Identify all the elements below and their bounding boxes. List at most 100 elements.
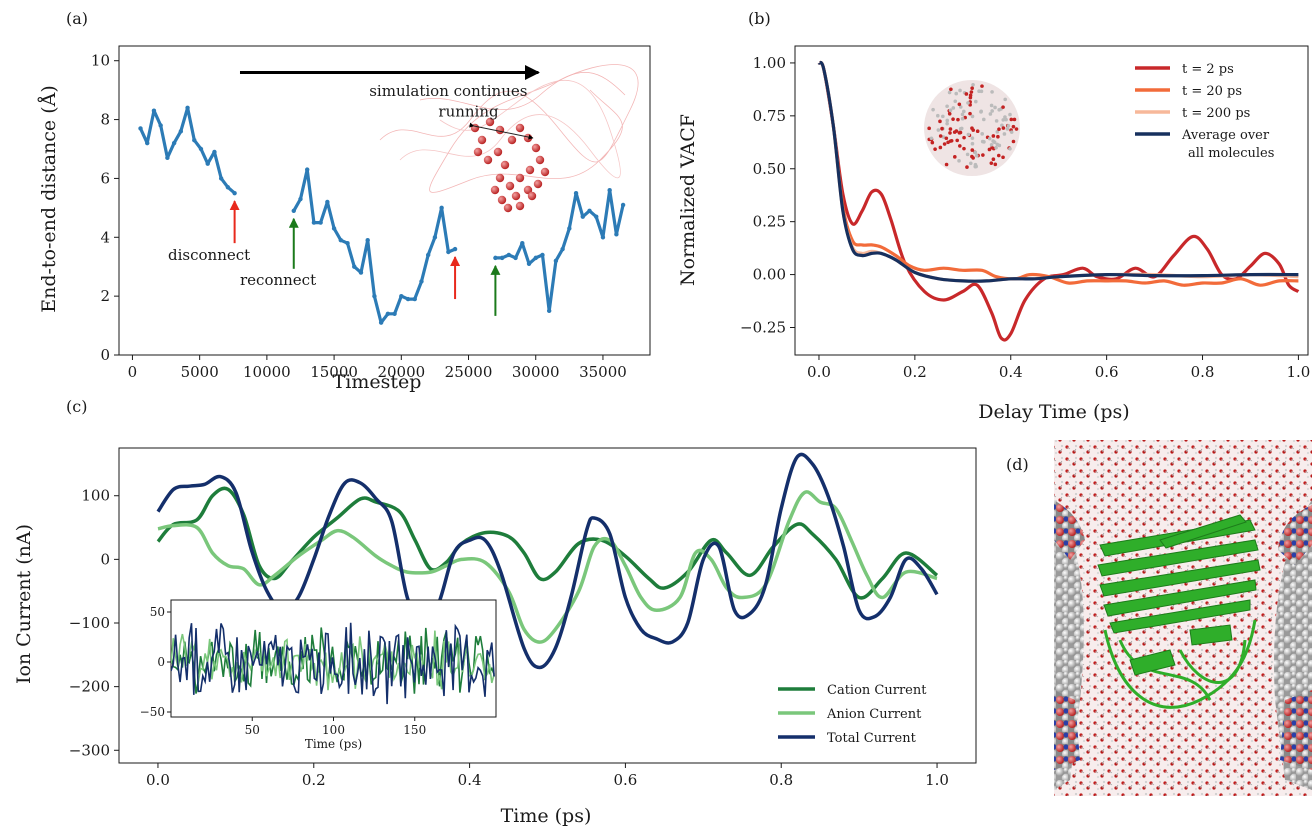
data-point (138, 126, 143, 131)
water-molecule-dot (996, 153, 1001, 158)
distance-line-segment (292, 168, 456, 325)
data-point (452, 246, 458, 252)
legend-label: t = 200 ps (1182, 106, 1250, 121)
data-point (540, 252, 545, 258)
water-molecule-dot (987, 136, 992, 141)
polymer-bead (483, 155, 493, 165)
data-point (232, 190, 237, 196)
water-molecule-dot (941, 135, 946, 139)
water-molecule-dot (1008, 146, 1012, 151)
inset-x-axis-label: Time (ps) (305, 737, 362, 751)
x-tick-label: 25000 (445, 363, 493, 381)
annotation-running: running (438, 103, 499, 121)
water-molecule-dot (966, 132, 971, 137)
polymer-bead (527, 191, 537, 201)
water-molecule-dot (931, 107, 935, 112)
water-molecule-dot (968, 93, 973, 98)
data-point (580, 214, 585, 219)
data-point (412, 296, 417, 302)
y-axis-label-b: Normalized VACF (677, 114, 699, 286)
data-point (165, 155, 170, 161)
x-tick-label: 1.0 (925, 771, 949, 789)
water-molecule-dot (945, 104, 949, 109)
water-molecule-dot (938, 134, 943, 138)
polymer-bead (497, 195, 507, 205)
data-point (419, 279, 424, 284)
water-molecule-dot (977, 89, 981, 94)
x-tick-label: 1.0 (1286, 363, 1310, 381)
y-tick-label: 0.25 (753, 213, 786, 231)
polymer-bead (525, 165, 535, 175)
y-tick-label: 2 (100, 287, 110, 305)
data-point (318, 220, 323, 225)
y-tick-label: 0 (100, 346, 110, 364)
data-point (352, 264, 357, 269)
water-molecule-dot (947, 90, 952, 95)
data-point (587, 208, 592, 213)
water-molecule-dot (994, 119, 999, 123)
polymer-bead (470, 123, 480, 133)
polymer-bead (515, 201, 525, 211)
water-molecule-dot (962, 146, 966, 151)
water-molecule-dot (945, 118, 950, 123)
x-axis-label-c: Time (ps) (501, 805, 592, 827)
data-point (298, 196, 303, 202)
water-molecule-dot (952, 130, 957, 134)
data-point (405, 296, 411, 302)
plot-frame-b (794, 45, 1309, 356)
water-molecule-dot (957, 102, 962, 107)
water-molecule-dot (944, 136, 949, 141)
water-molecule-dot (951, 106, 956, 110)
polymer-bead (515, 173, 525, 183)
data-point (151, 108, 157, 113)
water-molecule-dot (1008, 112, 1012, 117)
plot-frame-a (118, 45, 651, 356)
legend-c: Cation Current Anion Current Total Current (778, 683, 927, 746)
data-point (385, 311, 391, 316)
polymer-bead (507, 135, 517, 145)
annotation-simulation-continues: simulation continues (369, 82, 527, 100)
polymer-bead (535, 155, 545, 165)
water-molecule-dot (1001, 126, 1006, 130)
water-molecule-dot (938, 145, 943, 150)
polymer-bead (511, 191, 521, 201)
x-axis-label-a: Timestep (333, 371, 422, 393)
water-molecule-dot (993, 105, 997, 110)
legend-label: Average over (1181, 128, 1270, 143)
polymer-bead (495, 173, 505, 183)
chart-c: 0.0 0.2 0.4 0.6 0.8 1.0 −300 −200 −100 0 100 Catio… (13, 447, 977, 827)
vacf-series-line (817, 60, 1300, 342)
data-point (520, 240, 525, 246)
water-molecule-dot (989, 103, 994, 108)
water-molecule-dot (1003, 115, 1007, 119)
data-point (372, 293, 377, 299)
water-molecule-dot (970, 126, 974, 131)
data-point (225, 185, 231, 190)
water-molecule-dot (944, 162, 949, 167)
inset-series-line (171, 630, 495, 691)
legend-label: t = 2 ps (1182, 62, 1234, 77)
x-tick-label: 0.0 (146, 771, 170, 789)
polymer-bead (490, 185, 500, 195)
data-point (513, 255, 518, 261)
water-molecule-dot (970, 136, 975, 140)
data-point (614, 232, 619, 237)
polymer-bead (493, 147, 503, 157)
water-molecule-dot (948, 131, 952, 135)
plot-frame-c (118, 447, 977, 764)
polymer-bead (523, 185, 533, 195)
water-molecule-dot (1011, 139, 1016, 144)
inset-series-line (171, 622, 495, 705)
data-point (493, 255, 498, 261)
water-molecule-dot (960, 116, 965, 121)
data-point (158, 123, 163, 128)
y-tick-label: −200 (69, 678, 110, 696)
water-molecule-dot (956, 117, 960, 122)
water-molecule-dot (941, 114, 945, 119)
water-molecule-dot (971, 82, 975, 87)
legend-label-line2: all molecules (1188, 146, 1274, 161)
y-axis-label-a: End-to-end distance (Å) (38, 85, 60, 313)
y-tick-label: 6 (100, 169, 110, 187)
water-molecule-dot (991, 134, 996, 138)
data-point (439, 205, 444, 211)
